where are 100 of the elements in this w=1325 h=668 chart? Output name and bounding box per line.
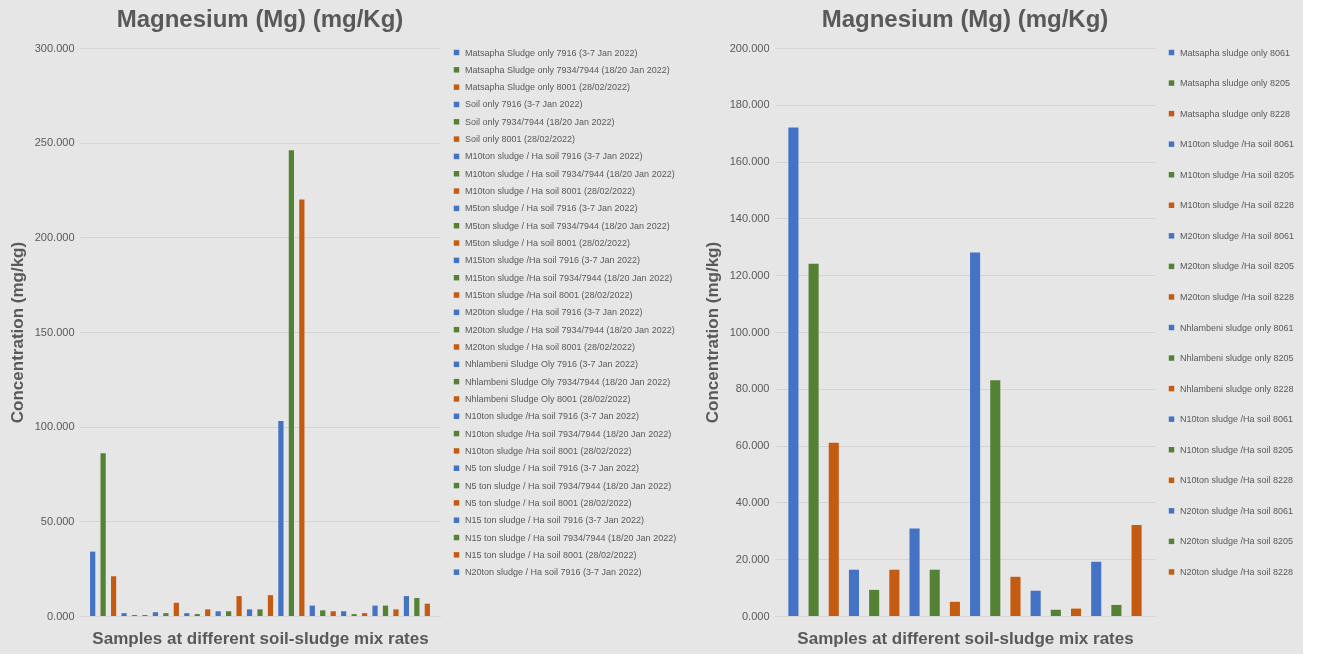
bar: [226, 611, 232, 616]
y-tick-label: 60.000: [735, 439, 770, 452]
legend-label: N20ton sludge / Ha soil 7916 (3-7 Jan 2022): [465, 567, 642, 578]
legend-label: M20ton sludge /Ha soil 8205: [1180, 261, 1295, 272]
bar: [1050, 609, 1061, 616]
legend-label: Nhlambeni Sludge Oly 8001 (28/02/2022): [465, 393, 631, 404]
legend-label: N10ton sludge /Ha soil 7916 (3-7 Jan 2022): [465, 411, 640, 422]
bar: [257, 609, 263, 616]
bar: [341, 611, 347, 616]
y-tick-label: 300.000: [34, 41, 75, 54]
y-tick-label: 80.000: [735, 382, 770, 395]
y-axis-title: Concentration (mg/kg): [7, 241, 27, 424]
y-tick-label: 180.000: [729, 98, 770, 111]
bar: [267, 595, 274, 616]
bar: [110, 576, 117, 616]
legend-label: M20ton sludge /Ha soil 8228: [1180, 291, 1295, 302]
legend-label: N10ton sludge /Ha soil 8061: [1180, 414, 1294, 425]
bar: [828, 442, 839, 616]
bar: [990, 380, 1001, 616]
bar: [309, 605, 315, 616]
bar: [869, 589, 880, 616]
bar: [236, 596, 242, 616]
bar: [278, 420, 284, 616]
bar: [152, 612, 159, 616]
bar: [414, 598, 420, 616]
legend-label: M10ton sludge / Ha soil 7934/7944 (18/20 Jan 2022): [465, 168, 675, 179]
bar: [330, 611, 336, 616]
bar: [299, 199, 305, 616]
chart-title: Magnesium (Mg) (mg/Kg): [821, 5, 1109, 32]
y-tick-label: 250.000: [34, 136, 75, 149]
bar: [320, 610, 326, 616]
bar: [173, 602, 179, 616]
legend-label: N10ton sludge /Ha soil 8228: [1180, 475, 1294, 486]
y-axis-title: Concentration (mg/kg): [702, 241, 722, 424]
bar: [90, 551, 96, 616]
legend-label: N10ton sludge /Ha soil 8205: [1180, 444, 1294, 455]
legend-label: Matsapha sludge only 8061: [1180, 47, 1291, 58]
legend-label: M10ton sludge /Ha soil 8205: [1180, 169, 1295, 180]
bar: [184, 613, 190, 616]
legend-label: Soil only 8001 (28/02/2022): [465, 134, 576, 145]
y-tick-label: 200.000: [729, 41, 770, 54]
y-tick-label: 0.000: [46, 609, 75, 622]
y-tick-label: 40.000: [735, 495, 770, 508]
y-tick-label: 120.000: [729, 268, 770, 281]
y-tick-label: 50.000: [40, 514, 75, 527]
legend-label: N5 ton sludge / Ha soil 7934/7944 (18/20 Jan 2022): [465, 480, 672, 491]
bar: [1010, 576, 1021, 616]
bar: [288, 150, 294, 616]
legend-label: Nhlambeni sludge only 8205: [1180, 353, 1294, 364]
bar: [929, 569, 940, 616]
chart-title: Magnesium (Mg) (mg/Kg): [116, 5, 404, 32]
legend-label: M20ton sludge / Ha soil 7916 (3-7 Jan 2022): [465, 307, 643, 318]
bar: [403, 596, 410, 616]
y-tick-label: 140.000: [729, 211, 770, 224]
legend-label: N10ton sludge /Ha soil 7934/7944 (18/20 Jan 2022): [465, 428, 672, 439]
bar: [1111, 604, 1122, 616]
bar: [1030, 590, 1041, 616]
bar: [382, 605, 389, 616]
legend-label: M10ton sludge /Ha soil 8061: [1180, 139, 1295, 150]
legend-label: N15 ton sludge / Ha soil 7934/7944 (18/20 Jan 2022): [465, 532, 677, 543]
legend-label: Soil only 7916 (3-7 Jan 2022): [465, 99, 583, 110]
bar: [121, 613, 127, 616]
bar: [848, 569, 860, 616]
legend-label: N20ton sludge /Ha soil 8228: [1180, 566, 1294, 577]
legend-label: M15ton sludge /Ha soil 7934/7944 (18/20 Jan 2022): [465, 272, 673, 283]
bar: [424, 603, 430, 616]
bar: [205, 609, 211, 616]
bar: [889, 569, 900, 616]
bar: [372, 605, 378, 616]
y-tick-label: 100.000: [729, 325, 770, 338]
legend-label: Matsapha Sludge only 7916 (3-7 Jan 2022): [465, 47, 638, 58]
legend-label: M20ton sludge /Ha soil 8061: [1180, 230, 1295, 241]
legend-label: N5 ton sludge / Ha soil 7916 (3-7 Jan 2022): [465, 463, 640, 474]
legend-label: N15 ton sludge / Ha soil 8001 (28/02/2022): [465, 549, 637, 560]
legend-label: N5 ton sludge / Ha soil 8001 (28/02/2022): [465, 497, 632, 508]
legend-label: Matsapha Sludge only 8001 (28/02/2022): [465, 82, 631, 93]
legend-label: M20ton sludge / Ha soil 8001 (28/02/2022): [465, 341, 636, 352]
legend-label: Nhlambeni sludge only 8228: [1180, 383, 1294, 394]
legend-label: M5ton sludge / Ha soil 7934/7944 (18/20 Jan 2022): [465, 220, 670, 231]
legend-label: Nhlambeni Sludge Oly 7934/7944 (18/20 Jan 2022): [465, 376, 671, 387]
legend-label: M10ton sludge /Ha soil 8228: [1180, 200, 1295, 211]
y-tick-label: 100.000: [34, 420, 75, 433]
y-tick-label: 200.000: [34, 230, 75, 243]
bar: [949, 601, 960, 616]
legend-label: M10ton sludge / Ha soil 7916 (3-7 Jan 2022): [465, 151, 643, 162]
legend-label: M5ton sludge / Ha soil 8001 (28/02/2022): [465, 238, 631, 249]
bar: [909, 528, 920, 616]
bar: [808, 263, 819, 616]
x-axis-title: Samples at different soil-sludge mix rates: [797, 628, 1134, 648]
legend-label: Matsapha sludge only 8228: [1180, 108, 1291, 119]
bar: [1091, 561, 1102, 616]
bar: [246, 609, 253, 616]
bar: [788, 127, 799, 616]
bar: [215, 611, 221, 616]
legend-label: N15 ton sludge / Ha soil 7916 (3-7 Jan 2022): [465, 515, 645, 526]
legend-label: Nhlambeni sludge only 8061: [1180, 322, 1294, 333]
bar: [100, 453, 106, 616]
legend-label: N10ton sludge /Ha soil 8001 (28/02/2022): [465, 445, 632, 456]
bar: [361, 613, 368, 616]
legend-label: M5ton sludge / Ha soil 7916 (3-7 Jan 2022): [465, 203, 638, 214]
